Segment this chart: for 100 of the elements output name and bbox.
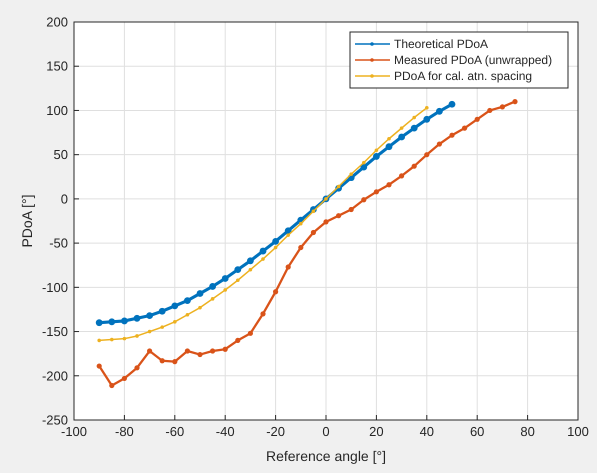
point [474,116,480,122]
x-tick-label: 40 [420,424,434,439]
point [423,116,430,123]
point [109,382,114,388]
y-tick-label: 150 [46,58,68,74]
x-tick-label: -80 [115,424,134,439]
point [96,319,103,326]
y-tick-label: -50 [49,236,68,251]
y-tick-label: -100 [42,280,68,295]
x-tick-label: 0 [322,424,330,439]
point [412,116,416,120]
point [210,297,214,301]
point [274,246,278,250]
point [197,352,203,358]
y-axis-title: PDoA [°] [19,194,35,248]
point [286,233,290,237]
point [462,126,468,131]
point [236,278,240,282]
point [386,143,392,150]
point [147,348,152,354]
point [146,312,153,320]
point [97,338,101,342]
point [234,266,242,274]
point [173,320,177,324]
point [223,288,227,292]
point [160,358,165,364]
point [299,222,303,226]
point [247,257,254,264]
point [121,318,128,324]
point [261,257,265,261]
point [286,264,291,270]
point [134,365,140,370]
point [487,108,492,114]
point [310,230,316,236]
point [248,268,252,272]
point [160,325,164,329]
y-tick-label: 0 [60,191,68,206]
point [298,244,304,250]
point [248,330,253,336]
point [96,363,102,369]
point [235,338,240,343]
point [500,104,505,110]
x-tick-label: 100 [567,424,589,439]
x-tick-label: 80 [520,424,535,439]
y-tick-label: 50 [54,147,68,162]
point [374,189,379,194]
point [425,106,429,110]
x-tick-label: 20 [369,424,384,439]
x-tick-label: -40 [216,424,235,439]
point [436,108,443,115]
x-tick-label: -60 [165,424,184,439]
point [449,132,455,138]
point [110,338,114,342]
point [122,336,126,340]
point [312,209,316,214]
point [260,311,266,316]
point [410,124,418,132]
point [323,219,329,224]
point [448,100,456,108]
y-tick-label: -250 [42,412,68,428]
point [272,238,279,245]
x-axis-title: Reference angle [°] [266,448,386,464]
point [374,148,378,152]
point [399,173,404,178]
point [348,206,354,212]
point [512,99,518,104]
point [400,126,404,130]
legend-label: Theoretical PDoA [394,37,488,51]
point [158,308,166,315]
point [222,275,229,282]
point [148,330,152,334]
y-tick-label: -200 [42,368,68,384]
point [209,283,216,290]
point [210,348,216,354]
y-tick-label: -150 [42,324,68,340]
y-tick-label: 100 [46,102,68,118]
point [184,297,191,304]
point [172,359,178,364]
point [386,182,392,188]
point [424,152,430,158]
point [260,248,266,254]
point [122,376,127,382]
legend-label: Measured PDoA (unwrapped) [394,53,552,67]
point [362,160,366,164]
x-tick-label: 60 [470,424,484,439]
x-tick-label: -20 [266,424,285,439]
point [273,289,278,294]
point [184,348,190,354]
point [171,302,178,310]
point [373,153,380,160]
point [186,312,190,317]
point [134,314,140,322]
point [387,136,391,141]
point [108,318,116,326]
point [222,346,228,352]
y-tick-label: 200 [46,14,68,30]
point [361,197,366,202]
point [196,290,204,297]
point [349,172,353,176]
point [412,164,417,169]
